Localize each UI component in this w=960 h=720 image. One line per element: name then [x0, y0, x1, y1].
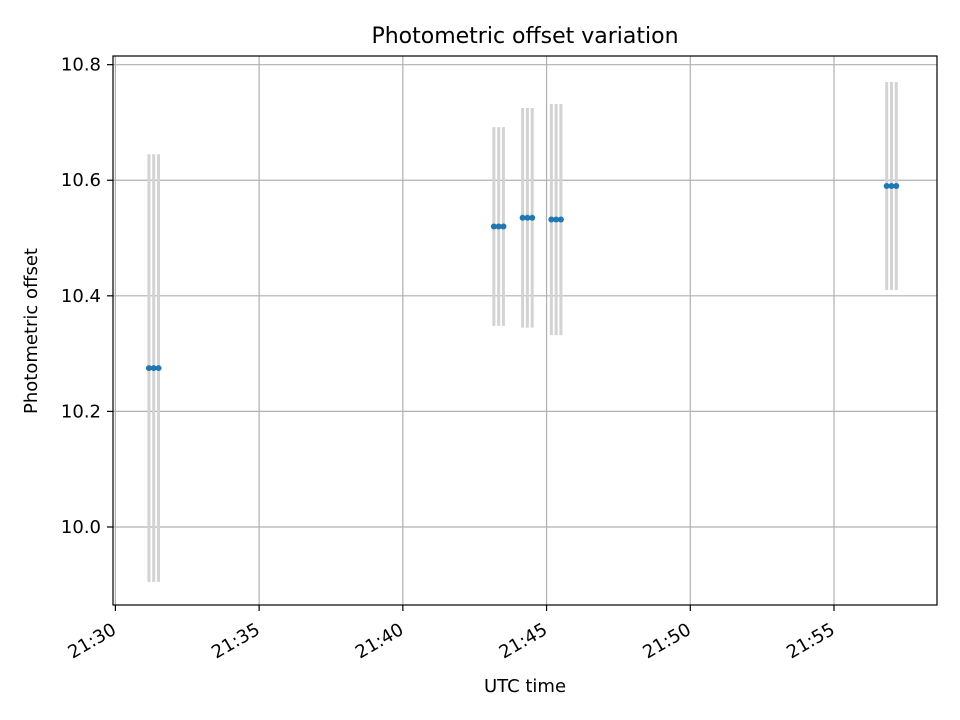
grid	[113, 56, 937, 605]
data-point	[557, 216, 564, 223]
y-tick-label: 10.0	[61, 517, 101, 538]
data-point	[888, 183, 895, 190]
data-point	[893, 183, 900, 190]
y-tick-label: 10.6	[61, 170, 101, 191]
data-point	[490, 223, 497, 230]
y-axis-ticks: 10.0 10.2 10.4 10.6 10.8	[61, 55, 113, 538]
data-point	[495, 223, 502, 230]
data-point	[155, 365, 162, 372]
y-tick-label: 10.8	[61, 55, 101, 76]
data-point	[883, 183, 890, 190]
data-point	[524, 214, 531, 221]
data-point	[500, 223, 507, 230]
y-axis-label: Photometric offset	[21, 248, 42, 414]
y-tick-label: 10.4	[61, 286, 101, 307]
data-point	[553, 216, 560, 223]
data-point	[529, 214, 536, 221]
y-tick-label: 10.2	[61, 401, 101, 422]
data-points	[145, 183, 900, 372]
plot-frame	[112, 55, 938, 606]
data-point	[519, 214, 526, 221]
data-point	[150, 365, 157, 372]
data-point	[548, 216, 555, 223]
x-axis-label: UTC time	[484, 676, 566, 697]
chart-title: Photometric offset variation	[371, 24, 678, 49]
data-point	[145, 365, 152, 372]
